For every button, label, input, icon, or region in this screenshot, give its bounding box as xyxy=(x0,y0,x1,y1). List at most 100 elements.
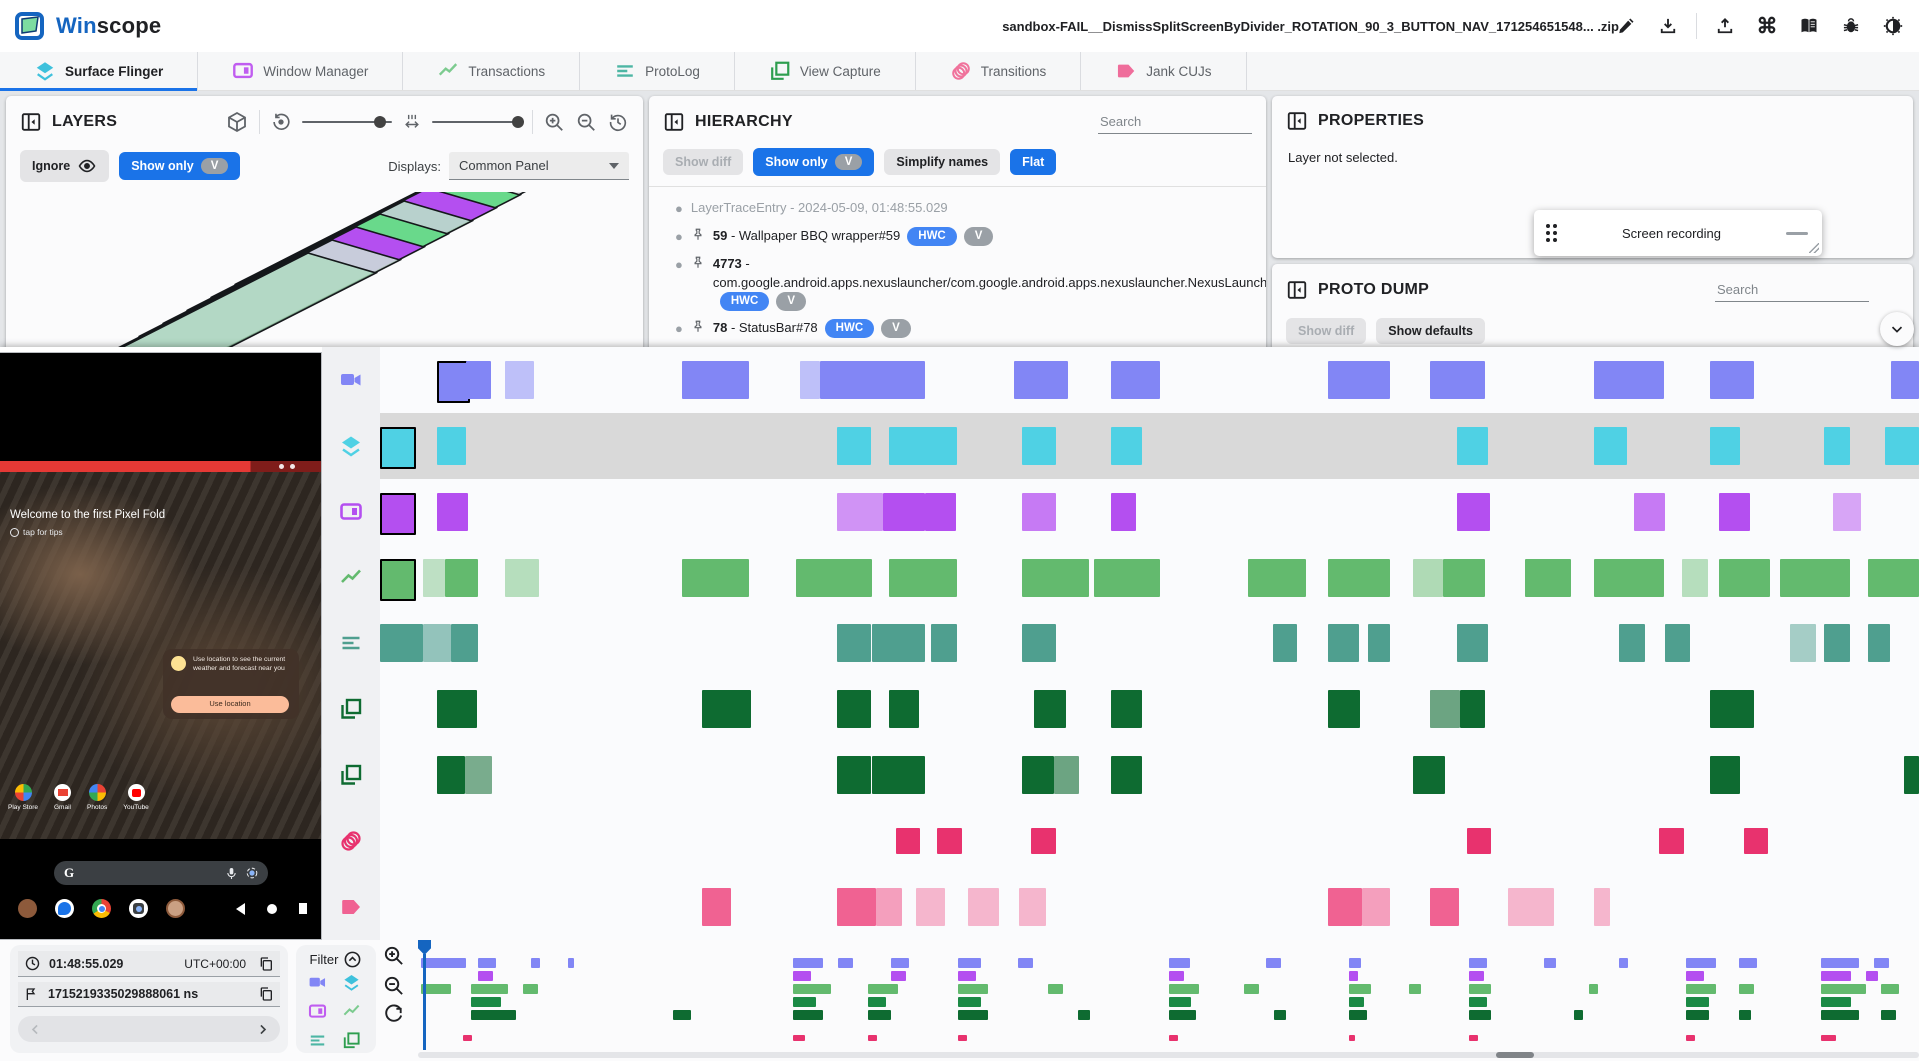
trace-entry-block-selected[interactable] xyxy=(436,360,471,403)
hierarchy-item[interactable]: ● 59 - Wallpaper BBQ wrapper#59 HWC V xyxy=(675,223,1260,251)
filter-toggle-layers[interactable] xyxy=(342,973,364,997)
trace-entry-block[interactable] xyxy=(1111,690,1142,729)
trace-entry-block[interactable] xyxy=(1018,888,1047,927)
trace-entry-block[interactable] xyxy=(1412,558,1444,597)
trace-entry-block[interactable] xyxy=(1709,690,1755,729)
trace-entry-block[interactable] xyxy=(1594,360,1664,399)
trace-entry-block[interactable] xyxy=(1718,558,1770,597)
trace-entry-block[interactable] xyxy=(423,558,445,597)
scrollbar-thumb[interactable] xyxy=(1496,1052,1534,1058)
trace-entry-block[interactable] xyxy=(1412,756,1445,795)
collapse-panel-icon[interactable] xyxy=(1286,110,1308,132)
trace-entry-block[interactable] xyxy=(1618,624,1646,663)
screen-recording-preview[interactable]: Welcome to the first Pixel Fold tap for … xyxy=(0,352,322,940)
tab-jank-cujs[interactable]: Jank CUJs xyxy=(1081,52,1247,90)
show-only-button[interactable]: Show only V xyxy=(753,148,875,176)
trace-entry-block[interactable] xyxy=(1021,426,1056,465)
zoom-out-icon[interactable] xyxy=(575,111,597,133)
zoom-out-icon[interactable] xyxy=(382,974,405,997)
trace-entry-block[interactable] xyxy=(1525,558,1572,597)
trace-entry-block[interactable] xyxy=(1429,888,1459,927)
trace-entry-block[interactable] xyxy=(436,426,467,465)
trace-entry-block[interactable] xyxy=(1457,426,1489,465)
timeline-row-view-capture-1[interactable] xyxy=(380,676,1919,744)
download-icon[interactable] xyxy=(1650,8,1686,44)
trace-entry-block[interactable] xyxy=(1594,888,1610,927)
trace-entry-block[interactable] xyxy=(1709,360,1755,399)
tab-transitions[interactable]: Transitions xyxy=(916,52,1082,90)
trace-entry-block[interactable] xyxy=(1328,690,1361,729)
docs-icon[interactable] xyxy=(1791,8,1827,44)
trace-row-icon-view-capture-2[interactable] xyxy=(322,742,380,808)
trace-entry-block[interactable] xyxy=(464,756,493,795)
timeline-row-screen-recording[interactable] xyxy=(380,347,1919,414)
trace-entry-block[interactable] xyxy=(1868,558,1919,597)
trace-entry-block[interactable] xyxy=(1368,624,1390,663)
trace-entry-block[interactable] xyxy=(701,690,751,729)
trace-entry-block[interactable] xyxy=(883,492,925,531)
trace-row-icon-transactions[interactable] xyxy=(322,545,380,611)
trace-entry-block[interactable] xyxy=(837,426,871,465)
trace-entry-block[interactable] xyxy=(444,558,479,597)
pin-icon[interactable] xyxy=(691,227,705,242)
trace-entry-block[interactable] xyxy=(466,360,491,399)
hierarchy-item[interactable]: ● 4773 - com.google.android.apps.nexuslau… xyxy=(675,251,1266,316)
hierarchy-search-input[interactable] xyxy=(1098,110,1252,134)
trace-entry-block[interactable] xyxy=(800,360,821,399)
reset-view-icon[interactable] xyxy=(607,111,629,133)
timeline-minimap[interactable] xyxy=(418,940,1919,1050)
resize-handle[interactable] xyxy=(1809,243,1819,253)
trace-entry-block[interactable] xyxy=(1823,624,1850,663)
trace-entry-block[interactable] xyxy=(1885,426,1919,465)
zoom-in-icon[interactable] xyxy=(543,111,565,133)
next-frame-icon[interactable] xyxy=(255,1022,270,1037)
trace-entry-block[interactable] xyxy=(1780,558,1850,597)
tab-view-capture[interactable]: View Capture xyxy=(735,52,916,90)
simplify-names-button[interactable]: Simplify names xyxy=(884,149,1001,175)
trace-entry-block[interactable] xyxy=(889,558,958,597)
show-diff-button[interactable]: Show diff xyxy=(663,149,744,175)
trace-entry-block[interactable] xyxy=(837,888,876,927)
displays-select[interactable]: Common Panel xyxy=(449,152,629,180)
trace-entry-block[interactable] xyxy=(1508,888,1555,927)
trace-entry-block[interactable] xyxy=(436,492,468,531)
pin-icon[interactable] xyxy=(691,319,705,334)
trace-entry-block[interactable] xyxy=(1709,756,1741,795)
trace-entry-block[interactable] xyxy=(1903,756,1919,795)
trace-row-icon-screen-recording[interactable] xyxy=(322,347,380,413)
trace-entry-block[interactable] xyxy=(795,558,873,597)
trace-entry-block[interactable] xyxy=(1111,756,1142,795)
trace-entry-block[interactable] xyxy=(1021,624,1056,663)
trace-row-icon-view-capture-1[interactable] xyxy=(322,676,380,742)
trace-entry-block[interactable] xyxy=(1658,828,1684,855)
trace-row-icon-surface-flinger[interactable] xyxy=(322,413,380,479)
collapse-panel-icon[interactable] xyxy=(20,111,42,133)
trace-entry-block[interactable] xyxy=(1328,624,1359,663)
trace-entry-block[interactable] xyxy=(1594,426,1627,465)
trace-entry-block[interactable] xyxy=(895,828,921,855)
trace-entry-block[interactable] xyxy=(820,360,925,399)
minimap-scrollbar[interactable] xyxy=(418,1052,1919,1058)
trace-entry-block[interactable] xyxy=(1111,360,1161,399)
trace-entry-block[interactable] xyxy=(1328,360,1390,399)
tab-transactions[interactable]: Transactions xyxy=(403,52,581,90)
trace-entry-block[interactable] xyxy=(1709,426,1741,465)
timeline-row-transitions[interactable] xyxy=(380,808,1919,876)
trace-entry-block[interactable] xyxy=(1021,756,1055,795)
trace-entry-block[interactable] xyxy=(872,756,925,795)
trace-entry-block[interactable] xyxy=(1328,888,1362,927)
hierarchy-item[interactable]: ● LayerTraceEntry - 2024-05-09, 01:48:55.… xyxy=(675,195,1260,223)
reset-zoom-icon[interactable] xyxy=(382,1004,405,1027)
trace-entry-block[interactable] xyxy=(967,888,999,927)
drag-handle-icon[interactable] xyxy=(1546,224,1557,242)
timeline-row-view-capture-2[interactable] xyxy=(380,742,1919,810)
trace-entry-block[interactable] xyxy=(1457,492,1490,531)
tab-window-manager[interactable]: Window Manager xyxy=(198,52,404,90)
tab-surface-flinger[interactable]: Surface Flinger xyxy=(0,52,199,91)
trace-entry-block[interactable] xyxy=(1111,492,1136,531)
command-icon[interactable]: ⌘ xyxy=(1756,14,1778,38)
minimize-icon[interactable] xyxy=(1786,231,1808,235)
trace-entry-block[interactable] xyxy=(504,360,534,399)
trace-entry-block[interactable] xyxy=(924,492,956,531)
trace-entry-block[interactable] xyxy=(1681,558,1709,597)
